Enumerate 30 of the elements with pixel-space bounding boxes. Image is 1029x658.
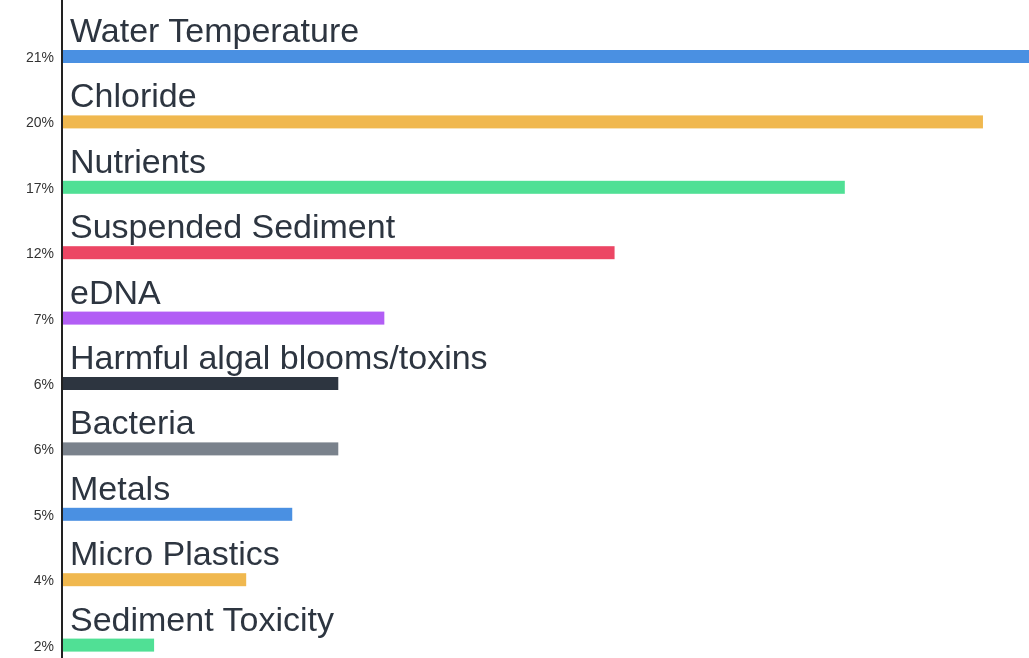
data-label: 2% xyxy=(33,637,54,654)
bar xyxy=(62,507,293,521)
bar xyxy=(62,638,155,652)
y-tick-label: Bacteria xyxy=(70,403,195,442)
y-tick-label: eDNA xyxy=(70,272,162,311)
bar xyxy=(62,50,1029,63)
y-tick-label: Water Temperature xyxy=(70,11,360,49)
data-label: 7% xyxy=(33,310,54,327)
bar xyxy=(62,442,339,456)
data-label: 21% xyxy=(25,49,54,65)
data-label: 12% xyxy=(25,245,54,262)
bar xyxy=(62,377,339,390)
y-tick-label: Nutrients xyxy=(70,141,207,180)
data-label: 17% xyxy=(25,179,54,196)
bar xyxy=(62,311,385,325)
data-label: 6% xyxy=(33,376,54,392)
bar xyxy=(62,115,983,129)
y-tick-label: Suspended Sediment xyxy=(70,207,396,246)
bar xyxy=(62,246,615,260)
data-label: 6% xyxy=(33,441,54,458)
bar xyxy=(62,573,247,587)
data-label: 5% xyxy=(33,506,54,523)
data-label: 4% xyxy=(33,572,54,589)
y-tick-label: Sediment Toxicity xyxy=(70,599,334,638)
bar xyxy=(62,180,845,194)
y-tick-label: Chloride xyxy=(70,76,197,115)
y-tick-label: Metals xyxy=(70,468,171,507)
y-tick-label: Harmful algal blooms/toxins xyxy=(70,338,488,376)
data-label: 20% xyxy=(25,114,54,131)
y-tick-label: Micro Plastics xyxy=(70,534,280,573)
